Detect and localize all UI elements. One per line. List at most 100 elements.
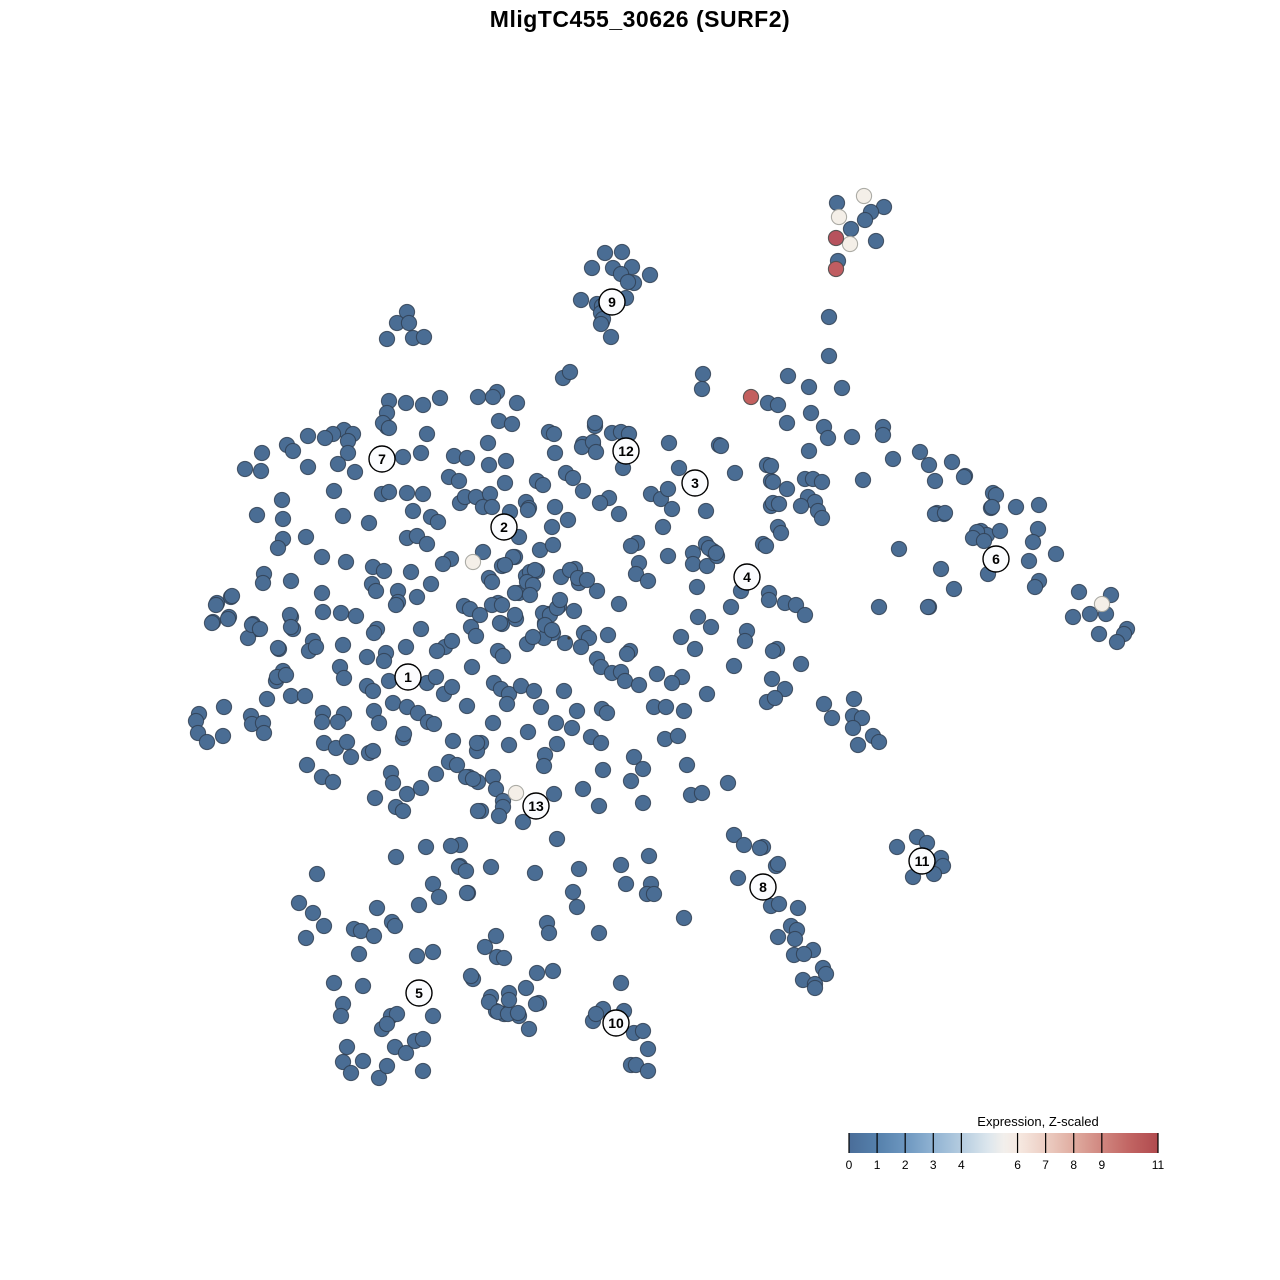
data-point bbox=[335, 669, 353, 687]
data-point-highlighted bbox=[855, 187, 873, 205]
data-point bbox=[370, 714, 388, 732]
cluster-label-circle bbox=[612, 437, 640, 465]
data-point bbox=[480, 456, 498, 474]
data-point bbox=[640, 847, 658, 865]
data-point bbox=[698, 685, 716, 703]
data-point bbox=[325, 482, 343, 500]
data-point bbox=[203, 614, 221, 632]
data-point bbox=[1070, 583, 1088, 601]
data-point bbox=[725, 657, 743, 675]
data-point bbox=[503, 415, 521, 433]
data-point bbox=[484, 388, 502, 406]
data-point bbox=[236, 460, 254, 478]
data-point bbox=[427, 668, 445, 686]
data-point bbox=[214, 727, 232, 745]
data-point bbox=[888, 838, 906, 856]
data-point-highlighted bbox=[742, 388, 760, 406]
cluster-label-circle bbox=[602, 1009, 630, 1037]
data-point bbox=[543, 621, 561, 639]
data-point bbox=[479, 434, 497, 452]
data-point bbox=[796, 606, 814, 624]
data-point bbox=[547, 714, 565, 732]
data-point bbox=[594, 761, 612, 779]
data-point bbox=[544, 962, 562, 980]
data-point bbox=[417, 838, 435, 856]
data-point bbox=[487, 927, 505, 945]
cluster-label-9: 9 bbox=[598, 288, 626, 316]
data-point bbox=[725, 826, 743, 844]
data-point bbox=[568, 702, 586, 720]
data-point bbox=[568, 898, 586, 916]
cluster-label-circle bbox=[681, 469, 709, 497]
data-point bbox=[223, 587, 241, 605]
data-point bbox=[1064, 608, 1082, 626]
data-point bbox=[548, 830, 566, 848]
data-point bbox=[350, 945, 368, 963]
data-point bbox=[315, 917, 333, 935]
data-point bbox=[360, 514, 378, 532]
data-point bbox=[496, 474, 514, 492]
data-point bbox=[688, 578, 706, 596]
data-point bbox=[219, 610, 237, 628]
data-point bbox=[559, 511, 577, 529]
data-point bbox=[792, 655, 810, 673]
data-point bbox=[248, 506, 266, 524]
data-point bbox=[772, 524, 790, 542]
data-point bbox=[483, 573, 501, 591]
data-point bbox=[365, 927, 383, 945]
data-point bbox=[630, 676, 648, 694]
cluster-label-text: 9 bbox=[608, 294, 616, 310]
data-point bbox=[297, 929, 315, 947]
cluster-label-12: 12 bbox=[612, 437, 640, 465]
data-point bbox=[610, 595, 628, 613]
data-point bbox=[404, 502, 422, 520]
cluster-label-text: 11 bbox=[915, 853, 930, 869]
data-point bbox=[648, 665, 666, 683]
data-point bbox=[769, 396, 787, 414]
data-point bbox=[282, 572, 300, 590]
data-point bbox=[324, 773, 342, 791]
data-point bbox=[596, 244, 614, 262]
data-point bbox=[329, 713, 347, 731]
cluster-label-text: 8 bbox=[759, 879, 767, 895]
data-point bbox=[663, 674, 681, 692]
cluster-label-1: 1 bbox=[394, 663, 422, 691]
data-point bbox=[820, 308, 838, 326]
data-point bbox=[943, 453, 961, 471]
data-point bbox=[274, 510, 292, 528]
data-point bbox=[849, 736, 867, 754]
data-point bbox=[524, 628, 542, 646]
legend-tick-label: 7 bbox=[1042, 1158, 1049, 1172]
data-point bbox=[521, 586, 539, 604]
data-point bbox=[282, 687, 300, 705]
data-point bbox=[329, 455, 347, 473]
data-point bbox=[592, 734, 610, 752]
data-point bbox=[641, 266, 659, 284]
data-point bbox=[1090, 625, 1108, 643]
data-point bbox=[843, 428, 861, 446]
data-point bbox=[618, 645, 636, 663]
data-point bbox=[269, 639, 287, 657]
data-point bbox=[282, 618, 300, 636]
data-point bbox=[497, 452, 515, 470]
data-point bbox=[884, 450, 902, 468]
cluster-label-text: 13 bbox=[528, 798, 544, 814]
data-point bbox=[494, 647, 512, 665]
data-point bbox=[578, 571, 596, 589]
cluster-label-circle bbox=[405, 979, 433, 1007]
data-point bbox=[639, 572, 657, 590]
data-point bbox=[469, 802, 487, 820]
special-points bbox=[464, 187, 1111, 802]
data-point bbox=[443, 632, 461, 650]
data-point bbox=[817, 965, 835, 983]
data-point bbox=[1024, 533, 1042, 551]
data-point bbox=[936, 504, 954, 522]
data-point bbox=[476, 938, 494, 956]
data-point bbox=[284, 442, 302, 460]
data-point bbox=[795, 945, 813, 963]
data-point bbox=[469, 388, 487, 406]
data-point bbox=[764, 473, 782, 491]
data-point bbox=[856, 211, 874, 229]
data-point bbox=[398, 484, 416, 502]
data-point bbox=[365, 624, 383, 642]
